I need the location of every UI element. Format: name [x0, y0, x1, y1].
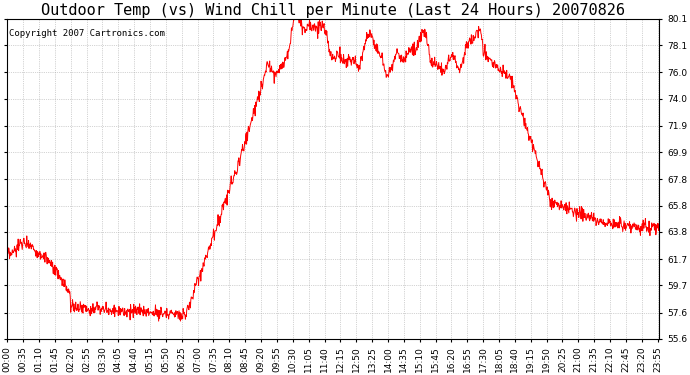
- Text: Copyright 2007 Cartronics.com: Copyright 2007 Cartronics.com: [8, 28, 164, 38]
- Title: Outdoor Temp (vs) Wind Chill per Minute (Last 24 Hours) 20070826: Outdoor Temp (vs) Wind Chill per Minute …: [41, 3, 625, 18]
